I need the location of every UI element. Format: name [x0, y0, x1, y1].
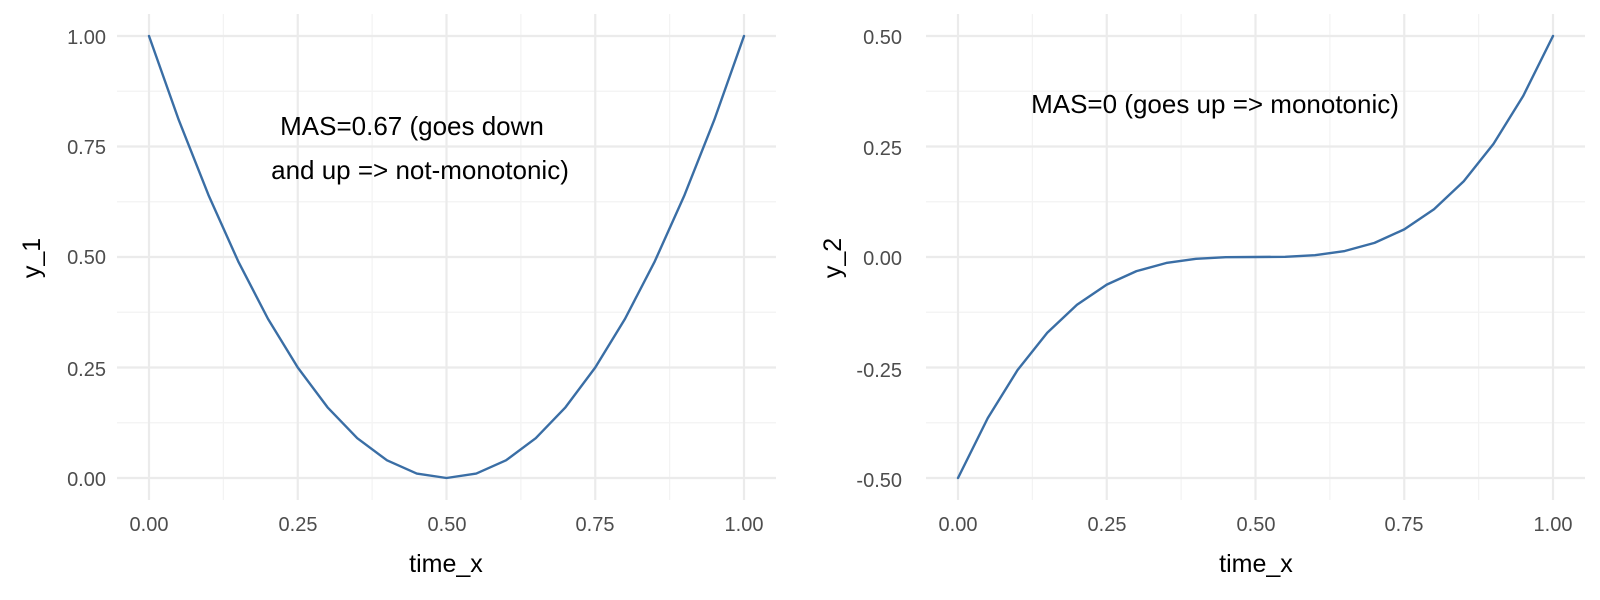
y-tick-label: 0.50	[67, 247, 106, 269]
y-tick-label: -0.25	[856, 360, 902, 382]
series-line	[956, 34, 1555, 480]
series-left	[147, 34, 746, 480]
x-tick-label: 0.75	[1385, 514, 1424, 536]
annotation-line: MAS=0 (goes up => monotonic)	[1031, 89, 1399, 119]
series-line	[147, 34, 746, 480]
annotation-right: MAS=0 (goes up => monotonic)	[1031, 89, 1399, 119]
y-tick-label: 1.00	[67, 27, 106, 49]
annotation-left: MAS=0.67 (goes down and up => not-monoto…	[271, 111, 569, 185]
annotation-line: and up => not-monotonic)	[271, 155, 569, 185]
y-tick-label: 0.75	[67, 137, 106, 159]
x-tick-label: 0.25	[1088, 514, 1127, 536]
gridlines-right	[926, 14, 1585, 500]
y-tick-label: 0.00	[863, 248, 902, 270]
x-tick-label: 0.50	[428, 514, 467, 536]
y-tick-label: 0.25	[863, 138, 902, 160]
y-tick-labels-left: 0.00 0.25 0.50 0.75 1.00	[67, 27, 106, 491]
series-right	[956, 34, 1555, 480]
y-tick-label: 0.50	[863, 27, 902, 49]
x-tick-labels-right: 0.00 0.25 0.50 0.75 1.00	[939, 514, 1573, 536]
panel-left: 0.00 0.25 0.50 0.75 1.00 0.00 0.25 0.50 …	[18, 14, 776, 578]
x-tick-labels-left: 0.00 0.25 0.50 0.75 1.00	[130, 514, 764, 536]
panel-right: -0.50 -0.25 0.00 0.25 0.50 0.00 0.25 0.5…	[819, 14, 1585, 578]
y-axis-title-right: y_2	[819, 238, 847, 278]
x-tick-label: 0.50	[1237, 514, 1276, 536]
y-tick-label: 0.25	[67, 359, 106, 381]
y-axis-title-left: y_1	[18, 238, 46, 278]
gridlines-left	[117, 14, 776, 500]
x-tick-label: 0.00	[939, 514, 978, 536]
x-axis-title-right: time_x	[1219, 550, 1293, 578]
y-tick-label: 0.00	[67, 469, 106, 491]
annotation-line: MAS=0.67 (goes down	[280, 111, 544, 141]
y-tick-label: -0.50	[856, 470, 902, 492]
x-tick-label: 0.25	[279, 514, 318, 536]
y-tick-labels-right: -0.50 -0.25 0.00 0.25 0.50	[856, 27, 902, 492]
x-tick-label: 1.00	[725, 514, 764, 536]
x-tick-label: 1.00	[1534, 514, 1573, 536]
x-axis-title-left: time_x	[409, 550, 483, 578]
x-tick-label: 0.00	[130, 514, 169, 536]
x-tick-label: 0.75	[576, 514, 615, 536]
